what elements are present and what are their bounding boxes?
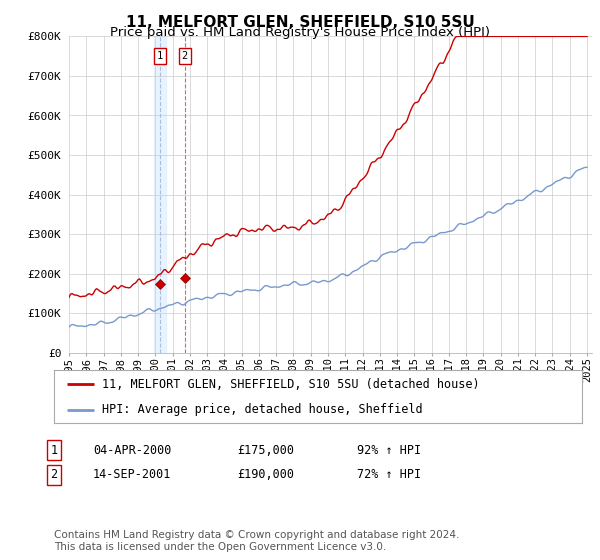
Text: £175,000: £175,000 [237, 444, 294, 457]
Text: 1: 1 [157, 51, 163, 61]
Text: Contains HM Land Registry data © Crown copyright and database right 2024.
This d: Contains HM Land Registry data © Crown c… [54, 530, 460, 552]
Text: 2: 2 [182, 51, 188, 61]
Text: Price paid vs. HM Land Registry's House Price Index (HPI): Price paid vs. HM Land Registry's House … [110, 26, 490, 39]
Text: 04-APR-2000: 04-APR-2000 [93, 444, 172, 457]
Text: 11, MELFORT GLEN, SHEFFIELD, S10 5SU (detached house): 11, MELFORT GLEN, SHEFFIELD, S10 5SU (de… [101, 378, 479, 391]
Text: 72% ↑ HPI: 72% ↑ HPI [357, 468, 421, 482]
Bar [154, 36, 166, 353]
Text: 92% ↑ HPI: 92% ↑ HPI [357, 444, 421, 457]
Text: £190,000: £190,000 [237, 468, 294, 482]
Text: 14-SEP-2001: 14-SEP-2001 [93, 468, 172, 482]
Text: 11, MELFORT GLEN, SHEFFIELD, S10 5SU: 11, MELFORT GLEN, SHEFFIELD, S10 5SU [125, 15, 475, 30]
Text: 1: 1 [50, 444, 58, 457]
Text: HPI: Average price, detached house, Sheffield: HPI: Average price, detached house, Shef… [101, 403, 422, 416]
Text: 2: 2 [50, 468, 58, 482]
